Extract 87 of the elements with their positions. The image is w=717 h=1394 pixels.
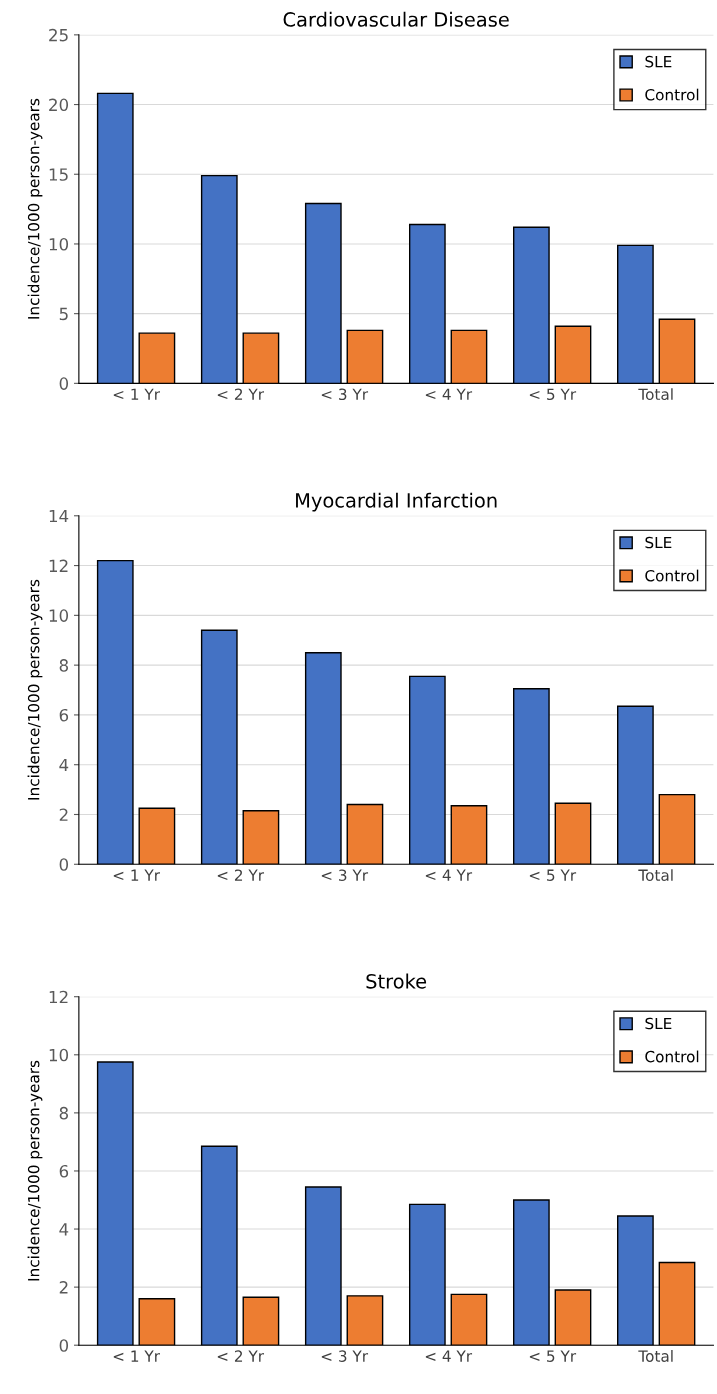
bar [242, 810, 280, 865]
bar [512, 226, 550, 384]
bar [617, 1215, 654, 1346]
bar [658, 793, 696, 865]
x-tick-label: < 5 Yr [529, 869, 577, 881]
x-tick-label: < 2 Yr [217, 869, 265, 881]
x-tick-label: < 1 Yr [113, 388, 161, 400]
y-axis-title: Incidence/1000 person-years [27, 1060, 43, 1281]
bar [138, 807, 176, 865]
chart-title: Stroke [366, 973, 427, 989]
x-tick-label: Total [638, 869, 673, 881]
y-tick-label: 6 [59, 1164, 69, 1178]
bar [138, 332, 176, 384]
y-tick-label: 2 [59, 1281, 68, 1294]
legend-label: SLE [645, 55, 672, 68]
bar [554, 325, 592, 384]
y-tick-label: 5 [59, 307, 68, 321]
bar [512, 688, 550, 865]
x-tick-label: < 4 Yr [425, 1350, 473, 1362]
x-tick-label: < 2 Yr [217, 1350, 265, 1362]
y-tick-label: 0 [59, 858, 69, 871]
y-tick-label: 14 [49, 509, 69, 523]
legend-label: SLE [645, 1017, 672, 1030]
bar [200, 1145, 238, 1346]
x-tick-label: < 5 Yr [529, 1350, 577, 1362]
legend-label: Control [645, 569, 699, 582]
y-tick-label: 20 [49, 98, 69, 112]
bar [408, 675, 446, 865]
x-tick-label: < 3 Yr [321, 388, 369, 401]
bar [450, 329, 488, 384]
bar [304, 1186, 342, 1346]
y-tick-label: 4 [59, 758, 69, 772]
bar [346, 329, 384, 384]
bar [200, 174, 238, 384]
y-tick-label: 0 [59, 1339, 69, 1352]
bar [617, 244, 654, 384]
bar [346, 1295, 384, 1346]
bar [346, 803, 384, 865]
bar [658, 318, 696, 384]
x-tick-label: Total [638, 388, 673, 401]
x-tick-label: < 1 Yr [113, 1350, 161, 1362]
bar [554, 1289, 592, 1346]
y-tick-label: 12 [49, 990, 68, 1004]
y-tick-label: 10 [49, 1048, 69, 1062]
chart-title: Cardiovascular Disease [283, 11, 509, 27]
x-tick-label: < 1 Yr [113, 869, 161, 881]
legend-label: Control [645, 88, 699, 101]
bar [96, 559, 134, 865]
x-tick-label: < 3 Yr [321, 869, 369, 881]
y-tick-label: 0 [59, 377, 69, 390]
y-tick-label: 10 [49, 237, 69, 251]
bar [408, 1203, 446, 1346]
x-tick-label: < 5 Yr [529, 388, 577, 401]
y-tick-label: 6 [59, 708, 69, 722]
bar [96, 92, 134, 384]
legend-label: Control [645, 1050, 699, 1063]
y-tick-label: 2 [59, 808, 68, 821]
bar [617, 705, 654, 865]
bar [96, 1061, 134, 1346]
y-axis-title: Incidence/1000 person-years [27, 98, 43, 319]
bar [450, 805, 488, 865]
x-tick-label: < 4 Yr [425, 388, 473, 400]
bar [512, 1199, 550, 1346]
bar [138, 1298, 176, 1346]
bar [242, 332, 280, 384]
y-tick-label: 15 [49, 168, 68, 181]
bar [304, 202, 342, 384]
x-tick-label: Total [638, 1350, 673, 1362]
bar [304, 651, 342, 865]
y-axis-title: Incidence/1000 person-years [27, 579, 43, 800]
y-tick-label: 4 [59, 1223, 69, 1236]
chart-title: Myocardial Infarction [296, 492, 497, 512]
bar [450, 1293, 488, 1346]
x-tick-label: < 4 Yr [425, 869, 473, 881]
x-tick-label: < 2 Yr [217, 388, 265, 400]
y-tick-label: 8 [59, 1106, 69, 1120]
bar [200, 629, 238, 865]
y-tick-label: 12 [49, 559, 68, 572]
bar [408, 223, 446, 384]
legend-label: SLE [645, 536, 672, 549]
y-tick-label: 25 [49, 28, 68, 42]
bar [658, 1261, 696, 1346]
y-tick-label: 10 [49, 609, 69, 622]
y-tick-label: 8 [59, 659, 69, 672]
x-tick-label: < 3 Yr [321, 1350, 369, 1362]
bar [554, 802, 592, 865]
bar [242, 1296, 280, 1346]
